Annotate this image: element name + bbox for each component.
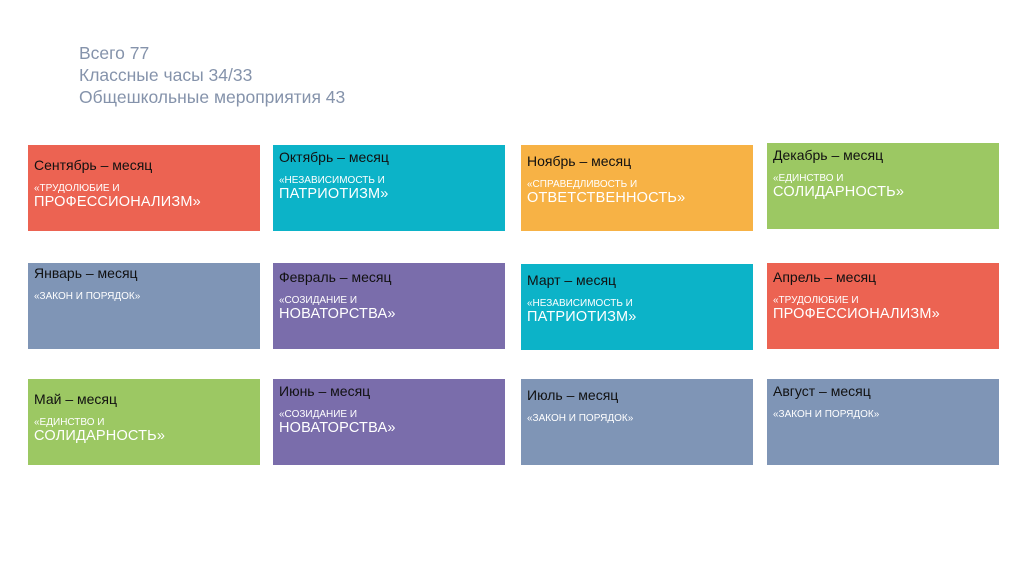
month-title: Февраль – месяц	[279, 269, 392, 285]
theme-big-text: СОЛИДАРНОСТЬ»	[773, 184, 905, 200]
theme-small-text: «ЕДИНСТВО И	[773, 173, 844, 184]
month-title: Сентябрь – месяц	[34, 157, 153, 173]
theme-big-text: ПАТРИОТИЗМ»	[279, 186, 389, 202]
month-title: Июль – месяц	[527, 387, 619, 403]
theme-small-text: «ТРУДОЛЮБИЕ И	[34, 183, 120, 194]
month-tile: Апрель – месяц «ТРУДОЛЮБИЕ И ПРОФЕССИОНАЛИ…	[767, 263, 999, 349]
month-tile: Декабрь – месяц «ЕДИНСТВО И СОЛИДАРНОСТЬ»	[767, 143, 999, 229]
theme-small-text: «ЗАКОН И ПОРЯДОК»	[34, 291, 141, 302]
summary-total: Всего 77	[79, 43, 150, 63]
theme-big-text: ПРОФЕССИОНАЛИЗМ»	[773, 306, 940, 322]
month-tile: Май – месяц «ЕДИНСТВО И СОЛИДАРНОСТЬ»	[28, 379, 260, 465]
month-title: Март – месяц	[527, 272, 617, 288]
summary-class-hours: Классные часы 34/33	[79, 65, 253, 85]
month-tile: Сентябрь – месяц «ТРУДОЛЮБИЕ И ПРОФЕССИОНА…	[28, 145, 260, 231]
month-tile: Октябрь – месяц «НЕЗАВИСИМОСТЬ И ПАТРИОТИЗ…	[273, 145, 505, 231]
month-tile: Январь – месяц «ЗАКОН И ПОРЯДОК»	[28, 263, 260, 349]
theme-small-text: «ТРУДОЛЮБИЕ И	[773, 295, 859, 306]
theme-big-text: ПРОФЕССИОНАЛИЗМ»	[34, 194, 201, 210]
month-tile: Август – месяц «ЗАКОН И ПОРЯДОК»	[767, 379, 999, 465]
theme-small-text: «СОЗИДАНИЕ И	[279, 409, 358, 420]
month-tile: Март – месяц «НЕЗАВИСИМОСТЬ И ПАТРИОТИЗМ»	[521, 264, 753, 350]
theme-big-text: ПАТРИОТИЗМ»	[527, 309, 637, 325]
month-title: Октябрь – месяц	[279, 149, 389, 165]
month-tile: Июль – месяц «ЗАКОН И ПОРЯДОК»	[521, 379, 753, 465]
month-title: Январь – месяц	[34, 265, 138, 281]
theme-small-text: «ЗАКОН И ПОРЯДОК»	[773, 409, 880, 420]
month-title: Июнь – месяц	[279, 383, 371, 399]
month-title: Апрель – месяц	[773, 269, 877, 285]
theme-big-text: НОВАТОРСТВА»	[279, 420, 396, 436]
theme-small-text: «СОЗИДАНИЕ И	[279, 295, 358, 306]
month-tile: Ноябрь – месяц «СПРАВЕДЛИВОСТЬ И ОТВЕТСТВЕ…	[521, 145, 753, 231]
summary-header: Всего 77 Классные часы 34/33 Общешкольны…	[79, 42, 345, 108]
theme-big-text: ОТВЕТСТВЕННОСТЬ»	[527, 190, 686, 206]
theme-small-text: «ЗАКОН И ПОРЯДОК»	[527, 413, 634, 424]
month-title: Ноябрь – месяц	[527, 153, 632, 169]
theme-big-text: СОЛИДАРНОСТЬ»	[34, 428, 166, 444]
theme-small-text: «СПРАВЕДЛИВОСТЬ И	[527, 179, 638, 190]
theme-small-text: «ЕДИНСТВО И	[34, 417, 105, 428]
month-title: Декабрь – месяц	[773, 147, 884, 163]
month-tile: Февраль – месяц «СОЗИДАНИЕ И НОВАТОРСТВА»	[273, 263, 505, 349]
theme-small-text: «НЕЗАВИСИМОСТЬ И	[279, 175, 385, 186]
month-title: Август – месяц	[773, 383, 871, 399]
month-tile: Июнь – месяц «СОЗИДАНИЕ И НОВАТОРСТВА»	[273, 379, 505, 465]
theme-big-text: НОВАТОРСТВА»	[279, 306, 396, 322]
summary-school-events: Общешкольные мероприятия 43	[79, 87, 346, 107]
month-title: Май – месяц	[34, 391, 118, 407]
theme-small-text: «НЕЗАВИСИМОСТЬ И	[527, 298, 633, 309]
